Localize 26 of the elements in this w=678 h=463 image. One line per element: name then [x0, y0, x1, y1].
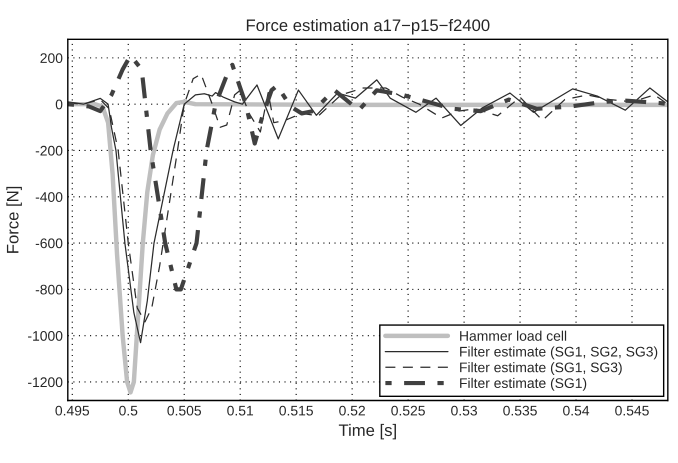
x-tick-label: 0.515	[279, 406, 313, 416]
legend-label: Hammer load cell	[460, 330, 566, 341]
x-tick-label: 0.505	[167, 406, 202, 416]
x-tick-label: 0.51	[227, 406, 254, 416]
y-tick-label: -200	[36, 146, 62, 156]
x-tick-label: 0.525	[391, 406, 425, 416]
x-tick-label: 0.5	[119, 406, 138, 416]
x-tick-label: 0.495	[55, 406, 90, 416]
x-tick-label: 0.545	[615, 406, 649, 416]
legend-label: Filter estimate (SG1, SG3)	[460, 362, 622, 376]
y-axis-title: Force [N]	[6, 186, 22, 253]
legend-label: Filter estimate (SG1, SG2, SG3)	[460, 346, 658, 360]
x-tick-label: 0.53	[451, 406, 477, 416]
y-tick-label: -1000	[28, 331, 62, 341]
x-tick-label: 0.52	[339, 406, 365, 416]
x-tick-label: 0.54	[563, 406, 590, 416]
chart-title: Force estimation a17−p15−f2400	[246, 18, 490, 34]
y-tick-label: -600	[36, 238, 62, 248]
x-axis-title: Time [s]	[338, 424, 396, 440]
y-tick-label: -800	[36, 284, 62, 295]
y-tick-label: 200	[40, 53, 62, 64]
y-tick-label: -400	[36, 192, 62, 202]
legend-label: Filter estimate (SG1)	[460, 378, 586, 391]
y-tick-label: 0	[56, 100, 62, 110]
x-tick-label: 0.535	[503, 406, 537, 416]
y-tick-label: -1200	[28, 377, 62, 388]
